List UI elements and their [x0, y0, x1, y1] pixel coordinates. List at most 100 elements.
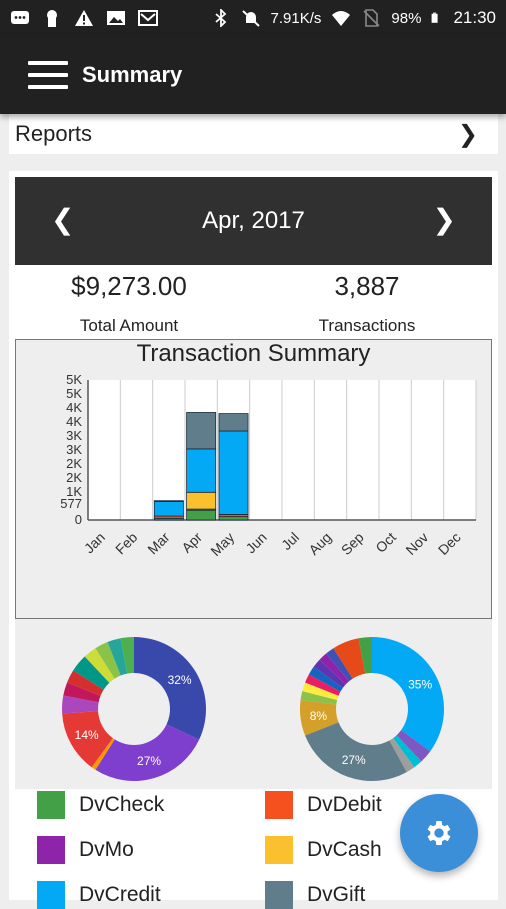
previous-month-button[interactable]: ❮ [51, 204, 75, 235]
gear-icon [427, 821, 451, 845]
donut-slice [63, 682, 101, 703]
donut-slice [91, 738, 115, 770]
legend-item-dvgift: DvGift [265, 881, 365, 909]
legend-label: DvDebit [307, 793, 382, 816]
x-tick-label: Jan [81, 529, 108, 556]
y-tick-label: 2K [66, 470, 82, 485]
donut-chart-left: 32% 27% 14% [62, 637, 206, 781]
donut-slice [305, 674, 341, 696]
bar-segment-dvgift [218, 413, 249, 432]
chart-title: Transaction Summary [136, 340, 371, 367]
legend-swatch [37, 881, 65, 909]
transactions-value: 3,887 [334, 271, 400, 301]
month-label: Apr, 2017 [202, 207, 305, 234]
clock: 21:30 [453, 8, 496, 27]
legend-label: DvCash [307, 838, 382, 861]
battery-level: 98% [391, 9, 422, 27]
x-tick-label: Dec [435, 529, 464, 558]
legend-label: DvCheck [79, 793, 165, 816]
bar-segment-dvgift [153, 500, 184, 502]
legend-swatch [265, 791, 293, 819]
legend-item-dvmo: DvMo [37, 836, 134, 864]
bar-segment-dvgift [186, 412, 217, 450]
settings-fab[interactable] [400, 794, 478, 872]
message-icon [11, 11, 29, 24]
donut-slice [95, 724, 200, 781]
reports-row[interactable]: Reports ❯ [9, 114, 498, 154]
transactions-label: Transactions [318, 316, 416, 335]
x-tick-label: Sep [338, 529, 367, 558]
legend-swatch [265, 836, 293, 864]
legend-item-dvcredit: DvCredit [37, 881, 161, 909]
legend-swatch [37, 791, 65, 819]
donut-slice [84, 648, 115, 683]
donut-slice [389, 738, 415, 773]
legend-item-dvdebit: DvDebit [265, 791, 382, 819]
legend-item-dvcash: DvCash [265, 836, 382, 864]
system-icons: 7.91K/s 98% 21:30 [211, 8, 496, 28]
bar-segment-dvcheck [218, 516, 249, 521]
status-bar: 7.91K/s 98% 21:30 [0, 0, 506, 36]
total-amount-stat: $9,273.00 Total Amount [9, 269, 249, 336]
summary-card: ❮ Apr, 2017 ❯ $9,273.00 Total Amount 3,8… [9, 171, 498, 909]
y-tick-label: 0 [75, 512, 82, 527]
month-selector: ❮ Apr, 2017 ❯ [15, 177, 492, 265]
x-tick-label: Jun [242, 529, 269, 556]
slice-label: 35% [408, 677, 432, 691]
slice-label: 27% [137, 754, 161, 768]
donut-slice [319, 653, 350, 685]
legend-label: DvCredit [79, 883, 161, 906]
slice-label: 14% [75, 728, 99, 742]
donut-slice [305, 722, 407, 781]
y-tick-label: 2K [66, 456, 82, 471]
legend-item-dvcheck: DvCheck [37, 791, 164, 819]
bar-segment-dvcredit [153, 501, 184, 517]
donut-slice [120, 637, 134, 674]
donut-slice [62, 695, 99, 714]
donut-charts: 32% 27% 14% 35% 27% 8% [15, 619, 492, 789]
slice-label: 8% [310, 709, 328, 723]
donut-slice [95, 642, 121, 679]
x-tick-label: Apr [178, 529, 205, 556]
x-tick-label: Feb [112, 529, 141, 558]
y-tick-label: 5K [66, 372, 82, 387]
bluetooth-icon [214, 9, 226, 27]
no-sim-icon [363, 9, 380, 27]
donut-chart-right: 35% 27% 8% [300, 637, 444, 781]
wifi-icon [332, 11, 351, 26]
next-month-button[interactable]: ❯ [432, 204, 456, 235]
y-tick-label: 577 [60, 496, 82, 511]
donut-slice [302, 682, 339, 701]
x-tick-label: Mar [144, 529, 173, 558]
mute-bell-icon [241, 10, 260, 27]
x-tick-label: Jul [278, 529, 302, 553]
y-tick-label: 3K [66, 442, 82, 457]
mail-icon [138, 10, 158, 26]
donut-slice [73, 656, 110, 690]
y-tick-label: 3K [66, 428, 82, 443]
menu-icon[interactable] [28, 61, 68, 89]
image-icon [107, 11, 125, 25]
donut-slice [313, 659, 346, 688]
donut-slice [372, 637, 444, 752]
warning-icon [75, 10, 93, 26]
notification-icons [10, 9, 158, 27]
donut-slice [393, 735, 422, 768]
donut-slice [333, 638, 366, 679]
y-tick-label: 5K [66, 386, 82, 401]
donut-slice [107, 638, 128, 676]
legend-swatch [37, 836, 65, 864]
keyhole-icon [47, 10, 57, 27]
network-speed: 7.91K/s [270, 9, 322, 27]
bar-segment-dvcredit [218, 430, 249, 515]
donut-slice [300, 691, 338, 705]
x-tick-label: Aug [305, 529, 334, 558]
chevron-right-icon: ❯ [457, 120, 478, 148]
reports-label: Reports [15, 121, 93, 146]
transactions-stat: 3,887 Transactions [247, 269, 487, 336]
y-tick-label: 4K [66, 414, 82, 429]
page-title: Summary [82, 62, 183, 87]
slice-label: 27% [342, 753, 366, 767]
donut-slice [308, 666, 343, 692]
